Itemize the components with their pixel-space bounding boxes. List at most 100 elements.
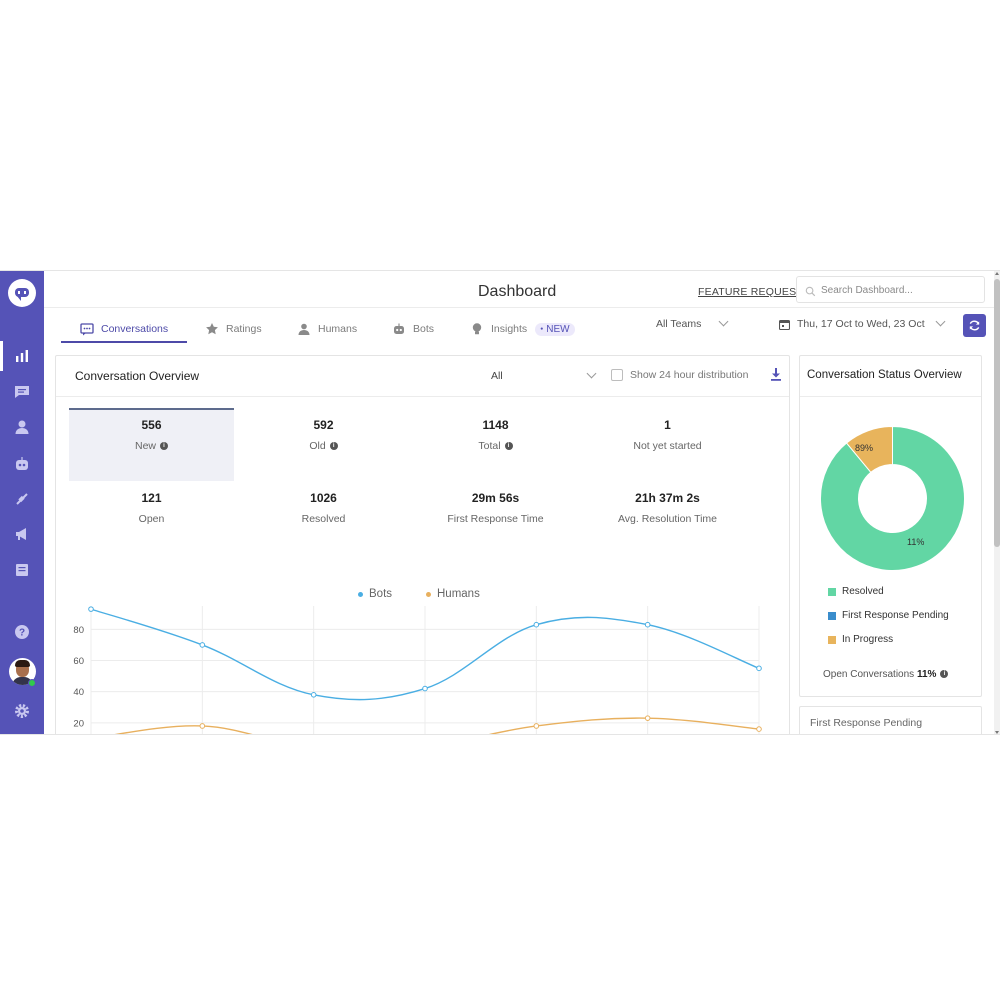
teams-select[interactable]: All Teams bbox=[656, 318, 702, 330]
help-icon[interactable]: ? bbox=[13, 623, 31, 641]
overview-filter-select[interactable]: All bbox=[491, 370, 503, 382]
stat-not-yet-started[interactable]: 1 Not yet started bbox=[633, 418, 702, 452]
stat-resolved[interactable]: 1026 Resolved bbox=[301, 491, 346, 525]
slice-label-in-progress: 11% bbox=[907, 537, 925, 547]
calendar-icon bbox=[778, 319, 791, 330]
bulb-icon bbox=[470, 322, 484, 336]
search-box[interactable] bbox=[796, 276, 985, 303]
status-divider bbox=[800, 396, 981, 397]
chat-icon bbox=[80, 322, 94, 336]
legend-bots[interactable]: Bots bbox=[358, 588, 392, 600]
y-tick-label: 20 bbox=[73, 718, 84, 729]
data-point-bots bbox=[88, 606, 94, 612]
data-point-humans bbox=[644, 715, 651, 721]
y-tick-label: 80 bbox=[73, 625, 84, 636]
document-icon[interactable] bbox=[13, 561, 31, 579]
legend-humans[interactable]: Humans bbox=[426, 588, 480, 600]
chevron-down-icon bbox=[586, 368, 597, 379]
stat-avg-resolution-time[interactable]: 21h 37m 2s Avg. Resolution Time bbox=[617, 491, 718, 525]
svg-text:?: ? bbox=[19, 628, 25, 639]
new-badge: NEW bbox=[535, 322, 575, 336]
app-logo[interactable] bbox=[8, 279, 36, 307]
chat-icon[interactable] bbox=[13, 383, 31, 401]
chevron-down-icon bbox=[935, 316, 946, 327]
star-icon bbox=[205, 322, 219, 336]
integrations-icon[interactable] bbox=[13, 490, 31, 508]
scroll-up-arrow[interactable] bbox=[995, 272, 999, 275]
data-point-bots bbox=[422, 685, 428, 692]
online-status-dot bbox=[28, 679, 36, 687]
bot-icon bbox=[392, 322, 406, 336]
tab-bots[interactable]: Bots bbox=[392, 317, 434, 341]
data-point-bots bbox=[199, 642, 206, 648]
page-title: Dashboard bbox=[478, 283, 557, 300]
checkbox-label: Show 24 hour distribution bbox=[630, 369, 749, 381]
show-24h-checkbox[interactable] bbox=[611, 369, 623, 381]
sidebar: ? bbox=[0, 271, 44, 734]
active-stat-highlight bbox=[69, 408, 234, 481]
sidebar-active-indicator bbox=[0, 341, 3, 371]
stat-new[interactable]: 556 New i bbox=[69, 418, 234, 452]
dashboard-window: ? Dashboard FEATURE REQUEST Conversation… bbox=[0, 270, 1000, 735]
chevron-down-icon bbox=[718, 316, 729, 327]
tab-humans[interactable]: Humans bbox=[297, 317, 357, 341]
legend-dot bbox=[426, 591, 431, 597]
overview-divider bbox=[56, 396, 789, 397]
refresh-icon bbox=[969, 320, 980, 331]
legend-in-progress[interactable]: In Progress bbox=[828, 634, 893, 645]
user-icon[interactable] bbox=[13, 418, 31, 436]
search-input[interactable] bbox=[821, 281, 981, 299]
status-donut-chart bbox=[820, 425, 965, 571]
refresh-button[interactable] bbox=[963, 314, 986, 337]
tab-ratings[interactable]: Ratings bbox=[205, 317, 262, 341]
data-point-bots bbox=[533, 621, 540, 628]
legend-resolved[interactable]: Resolved bbox=[828, 586, 884, 597]
data-point-bots bbox=[756, 665, 762, 672]
stat-first-response-time[interactable]: 29m 56s First Response Time bbox=[447, 491, 544, 525]
y-tick-label: 40 bbox=[73, 687, 84, 698]
card-title: Conversation Status Overview bbox=[807, 369, 962, 381]
conversation-status-card: Conversation Status Overview 89% 11% Res… bbox=[799, 355, 982, 697]
data-point-humans bbox=[756, 726, 762, 732]
data-point-bots bbox=[310, 692, 317, 698]
data-point-humans bbox=[199, 723, 206, 729]
scroll-down-arrow[interactable] bbox=[995, 731, 999, 734]
active-tab-indicator bbox=[61, 341, 187, 343]
scrollbar-thumb[interactable] bbox=[994, 279, 1000, 547]
download-icon[interactable] bbox=[770, 367, 782, 381]
slice-label-resolved: 89% bbox=[855, 443, 874, 453]
data-point-bots bbox=[644, 621, 651, 628]
header-divider bbox=[44, 307, 994, 308]
megaphone-icon[interactable] bbox=[13, 525, 31, 543]
conversation-overview-card: Conversation Overview All Show 24 hour d… bbox=[55, 355, 790, 734]
bot-icon[interactable] bbox=[13, 455, 31, 473]
open-conversations-summary: Open Conversations 11% i bbox=[823, 669, 949, 680]
donut-slice-resolved[interactable] bbox=[820, 425, 965, 571]
search-icon bbox=[805, 284, 816, 297]
user-icon bbox=[297, 322, 311, 336]
legend-first-response-pending[interactable]: First Response Pending bbox=[828, 610, 949, 621]
gear-icon[interactable] bbox=[13, 702, 31, 720]
user-avatar[interactable] bbox=[9, 658, 36, 685]
donut-slice-in-progress[interactable] bbox=[845, 425, 893, 474]
feature-request-link[interactable]: FEATURE REQUEST bbox=[698, 286, 803, 298]
first-response-pending-card: First Response Pending bbox=[799, 706, 982, 734]
info-icon[interactable]: i bbox=[329, 442, 338, 451]
stat-open[interactable]: 121 Open bbox=[138, 491, 165, 525]
stat-total[interactable]: 1148 Total i bbox=[413, 418, 578, 452]
legend-dot bbox=[358, 591, 363, 597]
date-range-picker[interactable]: Thu, 17 Oct to Wed, 23 Oct bbox=[778, 318, 925, 330]
tab-conversations[interactable]: Conversations bbox=[80, 317, 168, 341]
conversation-line-chart: 20 40 60 80 bbox=[73, 606, 762, 734]
page-scrollbar[interactable] bbox=[994, 271, 1000, 734]
card-title: Conversation Overview bbox=[75, 369, 200, 383]
stat-old[interactable]: 592 Old i bbox=[241, 418, 406, 452]
tab-insights[interactable]: Insights NEW bbox=[470, 317, 575, 341]
card-title: First Response Pending bbox=[810, 717, 923, 729]
data-point-humans bbox=[533, 723, 540, 729]
info-icon[interactable]: i bbox=[940, 670, 949, 679]
y-tick-label: 60 bbox=[73, 656, 84, 667]
bar-chart-icon[interactable] bbox=[13, 347, 31, 365]
info-icon[interactable]: i bbox=[504, 442, 513, 451]
info-icon[interactable]: i bbox=[160, 442, 168, 451]
